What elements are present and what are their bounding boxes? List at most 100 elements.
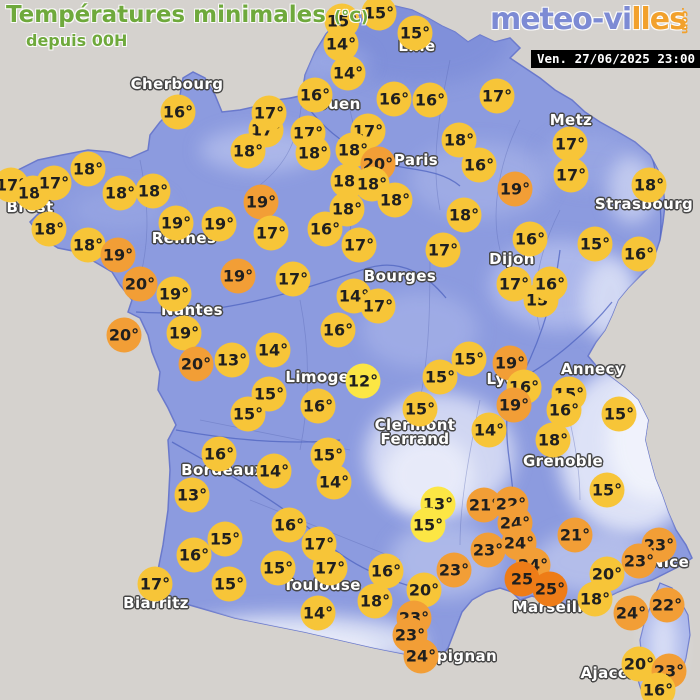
- temp-marker: 14°: [255, 332, 291, 368]
- temp-marker: 17°: [552, 126, 588, 162]
- temp-marker: 16°: [621, 236, 657, 272]
- temp-marker: 25°: [532, 571, 568, 607]
- temp-marker: 18°: [70, 151, 106, 187]
- temp-marker: 23°: [436, 552, 472, 588]
- page-subtitle: depuis 00H: [26, 31, 128, 50]
- temp-marker: 14°: [336, 278, 372, 314]
- city-label: Grenoble: [522, 452, 604, 470]
- temp-marker: 21°: [466, 487, 502, 523]
- temp-marker: 19°: [243, 184, 279, 220]
- temp-marker: 16°: [271, 507, 307, 543]
- logo-blue-part: meteo-vi: [490, 2, 632, 37]
- logo-com-suffix: .com: [678, 6, 690, 35]
- temp-marker: 20°: [122, 266, 158, 302]
- temp-marker: 15°: [324, 3, 360, 39]
- temp-marker: 16°: [412, 82, 448, 118]
- temp-marker: 18°: [577, 581, 613, 617]
- temp-marker: 15°: [310, 437, 346, 473]
- temp-marker: 16°: [532, 266, 568, 302]
- city-label: Bourges: [363, 267, 437, 285]
- temp-marker: 15°: [577, 226, 613, 262]
- temp-marker: 18°: [446, 197, 482, 233]
- temp-marker: 18°: [295, 135, 331, 171]
- temp-marker: 15°: [410, 507, 446, 543]
- temp-marker: 19°: [158, 205, 194, 241]
- temp-marker: 23°: [470, 532, 506, 568]
- temp-marker: 17°: [312, 550, 348, 586]
- temp-marker: 17°: [275, 261, 311, 297]
- temp-marker: 17°: [36, 165, 72, 201]
- page-title: Températures minimales (°C): [6, 2, 368, 28]
- temp-marker: 14°: [256, 453, 292, 489]
- temp-marker: 17°: [251, 95, 287, 131]
- temp-marker: 16°: [160, 94, 196, 130]
- temp-marker: 19°: [497, 171, 533, 207]
- temp-marker: 15°: [451, 341, 487, 377]
- temp-marker: 22°: [649, 587, 685, 623]
- temp-marker: 15°: [422, 359, 458, 395]
- temp-marker: 17°: [496, 266, 532, 302]
- temp-marker: 17°: [360, 288, 396, 324]
- temp-marker: 16°: [368, 553, 404, 589]
- city-label: Biarritz: [123, 594, 189, 612]
- temp-marker: 21°: [557, 517, 593, 553]
- meteo-villes-logo[interactable]: meteo-villes .com: [490, 2, 690, 37]
- datetime-banner: Ven. 27/06/2025 23:00: [530, 50, 700, 68]
- city-label: Paris: [393, 151, 439, 169]
- temp-marker: 15°: [397, 15, 433, 51]
- temp-marker: 14°: [316, 464, 352, 500]
- temp-marker: 16°: [176, 537, 212, 573]
- temp-marker: 16°: [640, 672, 676, 700]
- temp-marker: 17°: [341, 227, 377, 263]
- temp-marker: 18°: [377, 182, 413, 218]
- temp-marker: 15°: [402, 391, 438, 427]
- temp-marker: 17°: [137, 566, 173, 602]
- temp-marker: 13°: [174, 477, 210, 513]
- temp-marker: 14°: [300, 595, 336, 631]
- temp-marker: 18°: [31, 211, 67, 247]
- temp-marker: 23°: [621, 543, 657, 579]
- temp-marker: 16°: [546, 392, 582, 428]
- city-label: Cherbourg: [130, 75, 224, 93]
- temp-marker: 15°: [260, 550, 296, 586]
- temp-marker: 18°: [631, 167, 667, 203]
- temp-marker: 16°: [512, 221, 548, 257]
- temp-marker: 15°: [589, 472, 625, 508]
- temp-marker: 14°: [471, 412, 507, 448]
- temp-marker: 16°: [320, 312, 356, 348]
- temp-marker: 24°: [403, 638, 439, 674]
- city-label: Metz: [549, 111, 593, 129]
- temp-marker: 24°: [613, 595, 649, 631]
- temp-marker: 20°: [178, 346, 214, 382]
- logo-orange-part: lles: [631, 2, 687, 37]
- temp-marker: 15°: [251, 376, 287, 412]
- temp-marker: 18°: [230, 133, 266, 169]
- city-label: Marseille: [512, 598, 594, 616]
- temp-marker: 16°: [461, 147, 497, 183]
- temp-marker: 18°: [102, 175, 138, 211]
- temp-marker: 18°: [357, 583, 393, 619]
- temp-marker: 20°: [406, 572, 442, 608]
- temp-marker: 16°: [297, 77, 333, 113]
- temp-marker: 18°: [535, 422, 571, 458]
- temp-marker: 17°: [553, 157, 589, 193]
- city-label: Strasbourg: [594, 195, 694, 213]
- temp-marker: 16°: [300, 388, 336, 424]
- title-text: Températures minimales: [6, 2, 326, 28]
- temp-marker: 15°: [207, 521, 243, 557]
- temp-marker: 19°: [496, 387, 532, 423]
- temp-marker: 19°: [166, 315, 202, 351]
- temp-marker: 19°: [156, 276, 192, 312]
- title-unit: (°C): [333, 7, 369, 26]
- temp-marker: 16°: [307, 211, 343, 247]
- temp-marker: 15°: [211, 566, 247, 602]
- temp-marker: 19°: [100, 237, 136, 273]
- temp-marker: 17°: [253, 215, 289, 251]
- temp-marker: 15°: [361, 0, 397, 31]
- temp-marker: 19°: [220, 258, 256, 294]
- temp-marker: 20°: [621, 646, 657, 682]
- temp-marker: 15°: [230, 396, 266, 432]
- city-label: Annecy: [560, 360, 626, 378]
- temp-marker: 15°: [601, 396, 637, 432]
- temp-marker: 14°: [323, 26, 359, 62]
